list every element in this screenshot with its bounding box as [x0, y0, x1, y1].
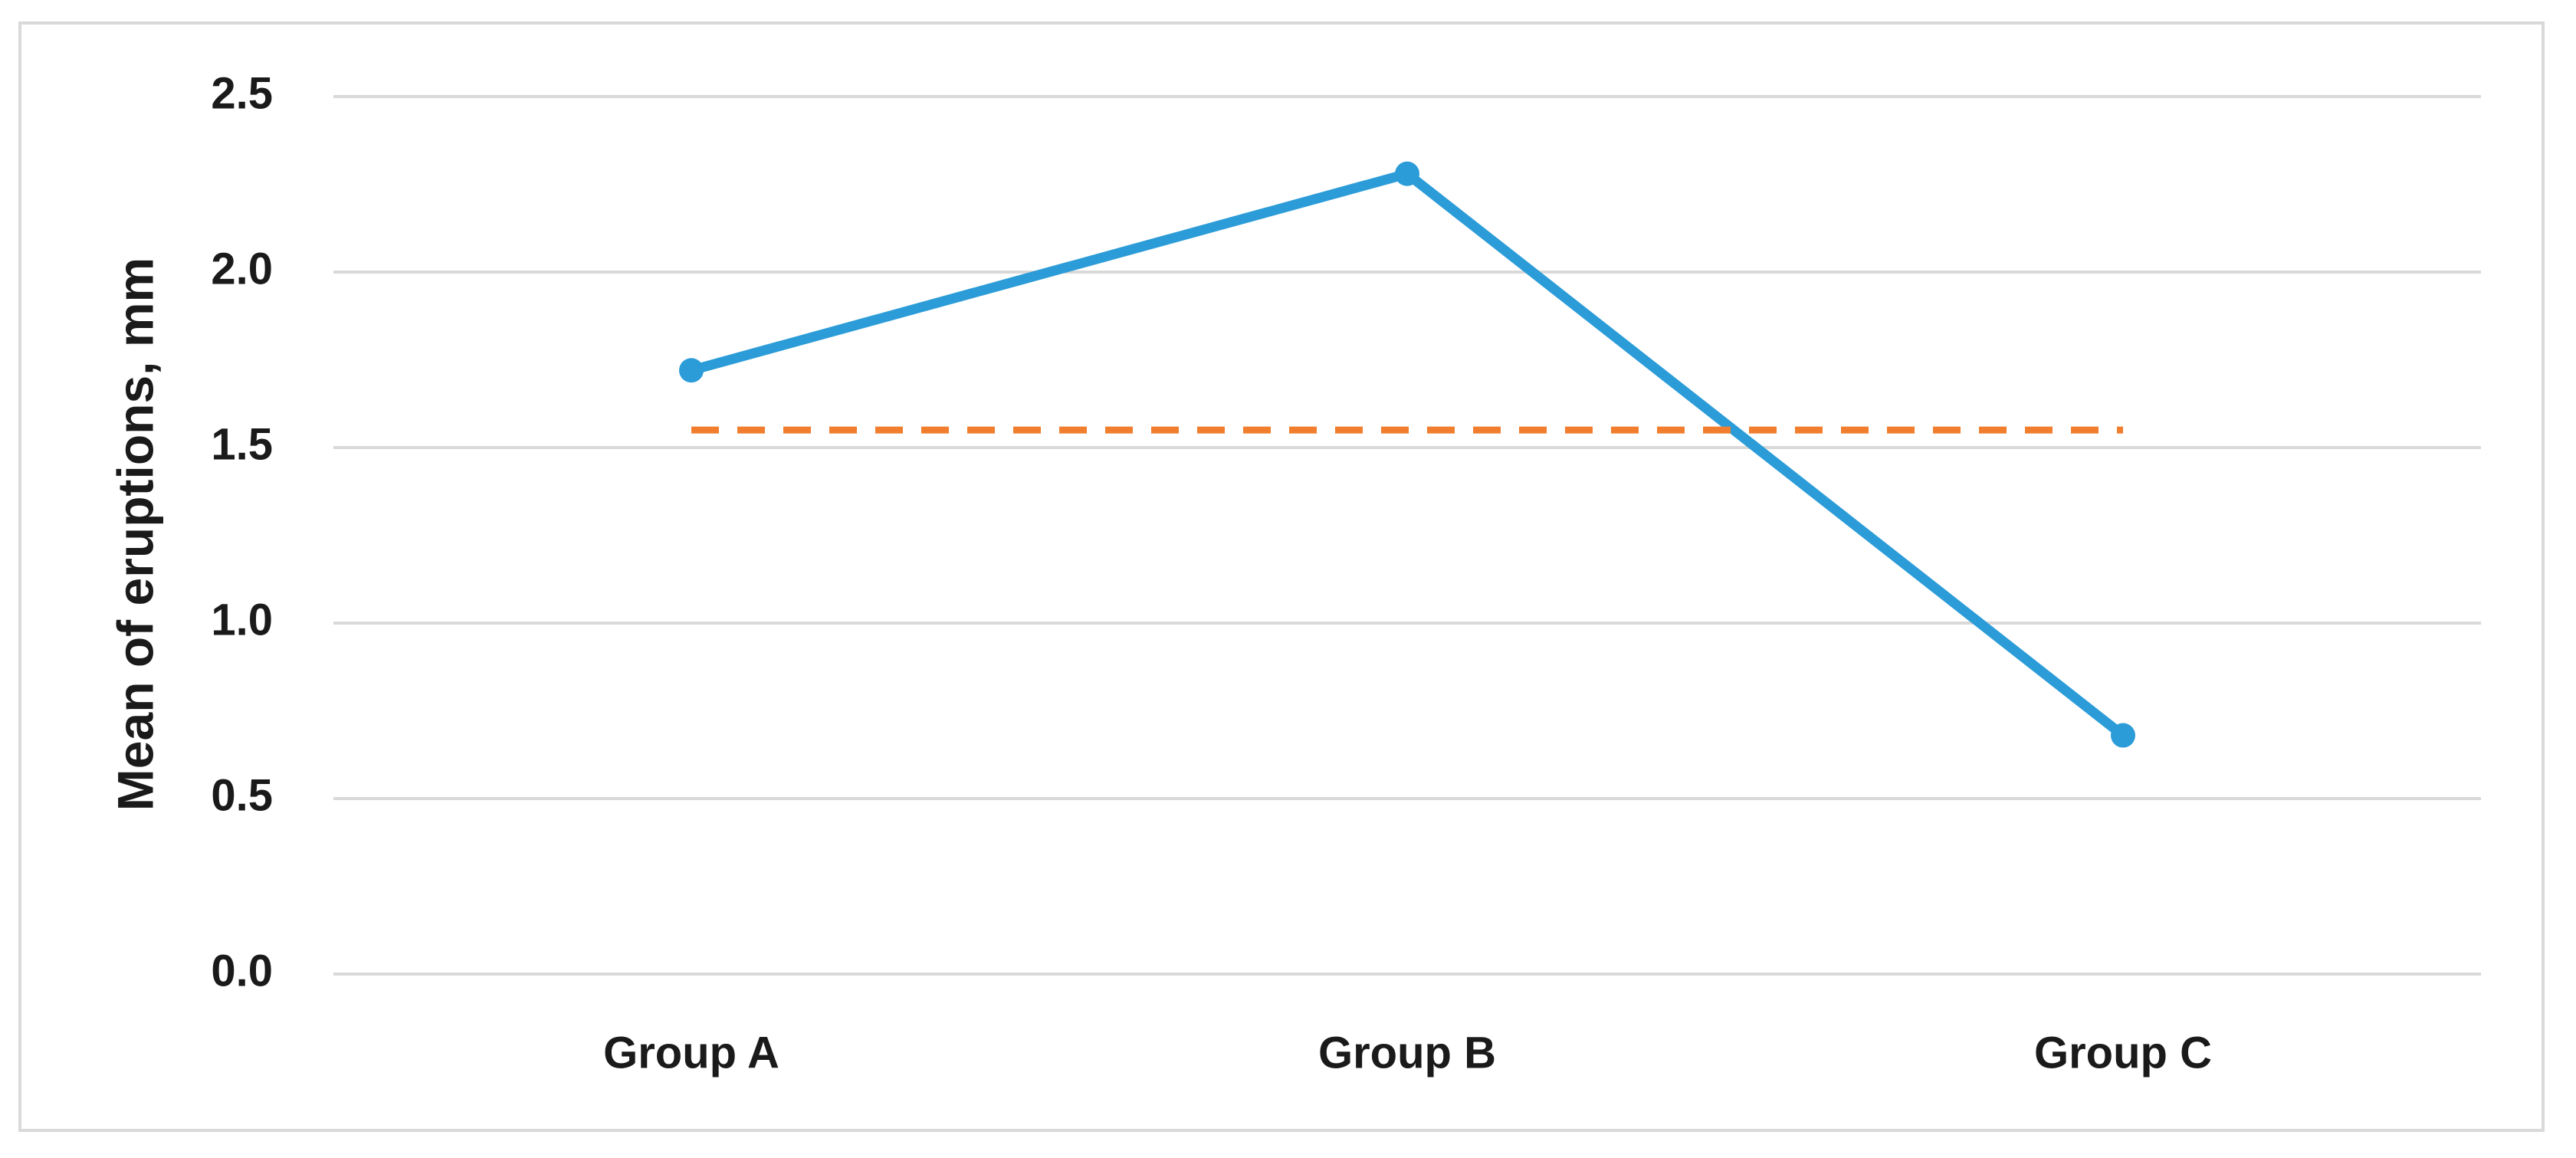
y-tick-label: 2.0: [211, 244, 273, 294]
point: [2111, 723, 2135, 748]
x-tick-label: Group A: [603, 1028, 779, 1078]
point: [679, 358, 704, 383]
y-tick-label: 1.0: [211, 595, 273, 645]
y-tick-label: 1.5: [211, 419, 273, 469]
point: [1395, 161, 1419, 186]
y-axis-label: Mean of eruptions, mm: [107, 258, 163, 811]
y-tick-label: 2.5: [211, 68, 273, 118]
x-tick-label: Group C: [2034, 1028, 2212, 1078]
x-tick-label: Group B: [1318, 1028, 1496, 1078]
y-tick-label: 0.0: [211, 946, 273, 996]
y-tick-label: 0.5: [211, 770, 273, 820]
chart-frame: [18, 21, 2545, 1132]
